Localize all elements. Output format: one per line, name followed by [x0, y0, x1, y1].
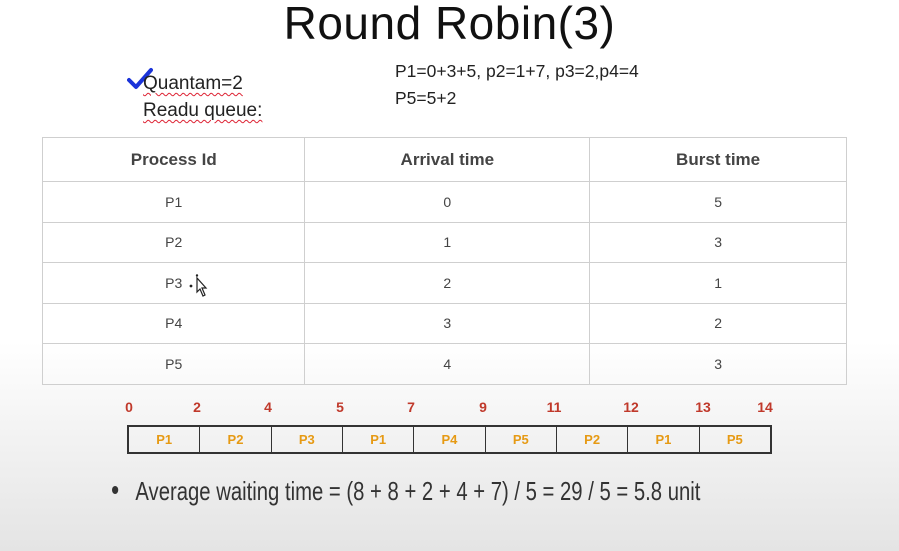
quantum-label: Quantam=2	[143, 73, 243, 94]
gantt-time-axis: 0 2 4 5 7 9 11 12 13 14	[0, 399, 899, 419]
gantt-tick: 0	[125, 399, 133, 415]
average-waiting-text: Average waiting time = (8 + 8 + 2 + 4 + …	[135, 476, 701, 506]
cell-arrival-time: 2	[304, 262, 591, 304]
gantt-tick: 7	[407, 399, 415, 415]
gantt-block: P5	[726, 432, 743, 447]
cell-arrival-time: 0	[304, 181, 591, 223]
gantt-tick: 2	[193, 399, 201, 415]
process-table: Process Id Arrival time Burst time P1 0 …	[41, 137, 847, 385]
gantt-block: P3	[272, 427, 343, 452]
gantt-tick: 13	[695, 399, 711, 415]
cell-process-id: P2	[41, 221, 306, 263]
table-row: P4 3 2	[41, 302, 847, 344]
cell-process-id: P4	[41, 302, 306, 344]
gantt-tick: 4	[264, 399, 272, 415]
gantt-block: P4	[414, 427, 486, 452]
slide-title: Round Robin(3)	[283, 0, 616, 49]
header-burst-time: Burst time	[589, 137, 847, 182]
gantt-tick: 5	[336, 399, 344, 415]
table-header-row: Process Id Arrival time Burst time	[41, 137, 847, 182]
cell-burst-time: 3	[589, 343, 847, 385]
cell-arrival-time: 3	[304, 302, 591, 344]
table-row: P5 4 3	[41, 343, 847, 385]
ready-queue-label: Readu queue:	[143, 100, 263, 121]
calc-note-line2: P5=5+2	[395, 88, 457, 108]
quantum-note: Quantam=2 Readu queue:	[143, 70, 262, 124]
gantt-block: P1	[129, 427, 201, 452]
gantt-tick: 11	[546, 399, 562, 415]
table-row: P1 0 5	[41, 181, 847, 223]
checkmark-icon	[127, 68, 153, 89]
move-cursor-icon	[189, 274, 208, 297]
header-arrival-time: Arrival time	[304, 137, 591, 182]
cell-process-id: P3	[41, 262, 306, 304]
gantt-block: P1	[343, 427, 415, 452]
gantt-block: P1	[628, 427, 700, 452]
cell-burst-time: 2	[589, 302, 847, 344]
header-process-id: Process Id	[41, 137, 306, 182]
cell-burst-time: 1	[589, 262, 847, 304]
calc-note-line1: P1=0+3+5, p2=1+7, p3=2,p4=4	[395, 61, 639, 81]
gantt-tick: 12	[623, 399, 639, 415]
cell-arrival-time: 4	[304, 343, 591, 385]
gantt-tick: 14	[757, 399, 773, 415]
cell-process-id: P1	[41, 181, 306, 223]
bullet-icon	[112, 486, 119, 495]
average-waiting-time: Average waiting time = (8 + 8 + 2 + 4 + …	[112, 476, 700, 507]
table-row: P2 1 3	[41, 221, 847, 263]
gantt-block: P5	[486, 427, 557, 452]
gantt-block: P2	[557, 427, 629, 452]
cell-arrival-time: 1	[304, 221, 591, 263]
gantt-chart: P1 P2 P3 P1 P4 P5 P2 P1 P5	[127, 425, 772, 454]
cell-burst-time: 3	[589, 221, 847, 263]
calc-note: P1=0+3+5, p2=1+7, p3=2,p4=4 P5=5+2	[395, 58, 639, 112]
gantt-block: P2	[200, 427, 272, 452]
cell-burst-time: 5	[589, 181, 847, 223]
gantt-tick: 9	[479, 399, 487, 415]
table-row: P3 2 1	[41, 262, 847, 304]
cell-process-id: P5	[41, 343, 306, 385]
